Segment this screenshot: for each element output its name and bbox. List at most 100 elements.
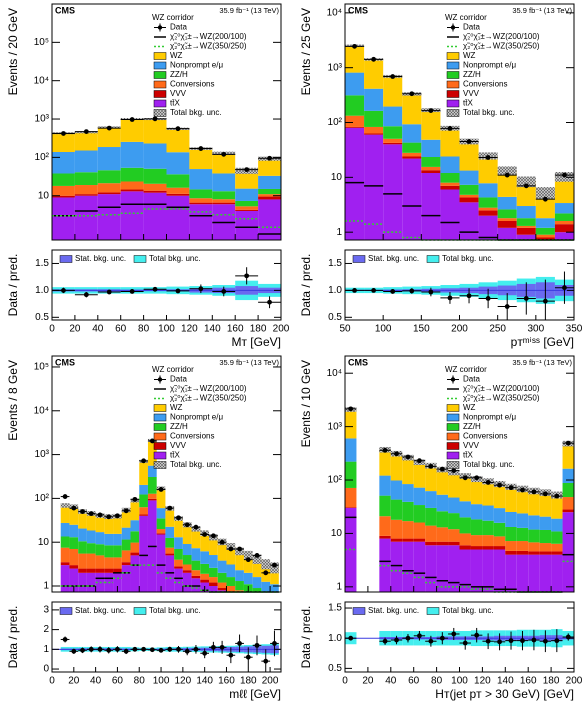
bkg-unc-band [243,550,253,560]
legend-label: χ̃₂⁰χ̃₁±→WZ(350/250) [170,42,247,51]
stack-bar [235,581,244,591]
stack-bar [189,148,213,170]
stack-bar [191,548,201,561]
stack-bar [235,550,244,571]
stack-bar [78,553,87,569]
stack-bar [60,522,70,537]
data-point [221,151,227,157]
data-point [504,172,510,178]
ratio-point [62,637,68,642]
stack-bar [165,553,175,556]
stack-bar [539,529,552,544]
cms-label: CMS [55,357,75,367]
ratio-legend-symbol [59,607,73,615]
legend-label: VVV [170,89,187,98]
stack-bar [52,173,75,186]
stack-bar [156,508,166,519]
stack-bar [482,520,494,536]
stack-bar [217,588,227,591]
stack-bar [139,507,148,515]
stack-bar [226,586,236,592]
stack-bar [258,194,281,197]
stack-bar [436,494,449,512]
x-tick-label: 160 [227,324,244,335]
ratio-point [61,287,66,293]
legend-label: Conversions [170,80,214,89]
stack-bar [174,559,183,567]
x-tick-label: 200 [566,676,583,687]
x-tick-label: 40 [90,676,102,687]
data-point [272,562,277,568]
y-tick-label: 1 [336,227,342,238]
x-tick-label: 100 [158,324,175,335]
stack-bar [413,462,426,488]
stack-bar [345,438,357,462]
stack-bar [270,584,279,592]
x-axis-title: pᴛᵐⁱˢˢ [GeV] [511,335,574,349]
legend-label: Data [170,375,187,384]
stack-bar [440,189,460,240]
legend-label: tt̄X [170,451,180,460]
data-point [106,125,112,131]
stack-bar [345,45,365,73]
stack-bar [535,237,555,240]
panel: 1 10 10² 10³ 10⁴ 50 100 150 200 250 300 350 Events /… [299,3,583,349]
stack-bar [448,497,460,514]
ratio-point [497,639,502,645]
x-tick-label: 200 [262,676,279,687]
ratio-legend-label: Stat. bkg. unc. [368,606,419,615]
legend-label: Total bkg. unc. [170,460,222,469]
stack-bar [209,586,218,592]
data-point [80,509,85,514]
legend-symbol [446,71,460,79]
data-point [439,466,445,472]
stack-bar [60,547,70,563]
stack-bar [470,519,483,536]
stack-bar [121,509,131,528]
data-point [417,458,422,464]
stack-bar [147,465,157,477]
stack-bar [402,541,414,592]
stack-bar [516,550,529,555]
stack-bar [235,570,244,582]
ratio-legend-label: Total bkg. unc. [442,606,494,615]
legend-label: χ̃₂⁰χ̃₁±→WZ(350/250) [170,394,247,403]
stack-bar [130,500,140,521]
data-point [485,480,491,485]
stack-bar [402,158,422,240]
legend-label: VVV [170,441,187,450]
legend-label: χ̃₂⁰χ̃₁±→WZ(200/100) [463,32,540,41]
stack-bar [86,530,96,544]
stack-bar [86,513,96,531]
stack-bar [78,572,87,592]
stack-bar [252,577,262,589]
x-tick-label: 180 [240,676,257,687]
stack-bar [95,568,105,573]
y-axis-title: Events / 25 GeV [299,8,313,95]
ratio-legend-label: Stat. bkg. unc. [75,254,126,263]
stack-bar [478,207,498,211]
legend-title: WZ corridor [152,13,194,22]
x-axis-title: Hᴛ(jet pᴛ > 30 GeV) [GeV] [435,687,574,701]
stack-bar [448,472,460,498]
stack-bar [436,545,449,592]
panel: 1 10 10² 10³ 10⁴ 0 20 40 60 80 100 120 140 160 180 200 E… [299,355,583,701]
stack-bar [345,115,365,127]
ratio-point [83,292,89,298]
ratio-frame [51,601,282,673]
stack-bar [226,564,236,578]
stack-bar [235,210,259,240]
legend-title: WZ corridor [445,13,487,22]
stack-bar [212,199,236,203]
stack-bar [143,119,167,144]
ratio-point [106,289,112,295]
stack-bar [459,194,479,198]
stack-bar [69,548,79,566]
legend-symbol [153,99,167,108]
stack-bar [345,95,365,116]
data-point [390,74,396,79]
stack-bar [182,543,192,556]
ratio-point [202,650,208,656]
bkg-unc-band [535,187,555,200]
stack-bar [191,570,201,576]
